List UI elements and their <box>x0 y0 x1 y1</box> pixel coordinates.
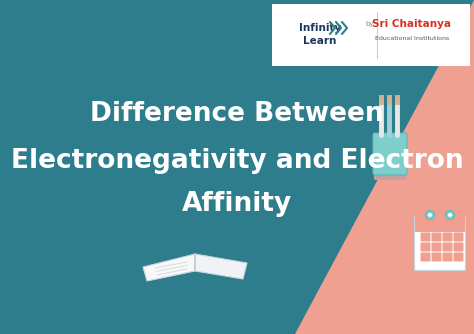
Text: Learn: Learn <box>303 36 337 46</box>
FancyBboxPatch shape <box>373 133 407 175</box>
FancyBboxPatch shape <box>420 242 430 252</box>
FancyBboxPatch shape <box>443 242 453 252</box>
Text: Educational Institutions: Educational Institutions <box>375 36 449 41</box>
FancyBboxPatch shape <box>443 232 453 241</box>
FancyBboxPatch shape <box>431 253 441 262</box>
Circle shape <box>448 213 452 217</box>
FancyBboxPatch shape <box>415 214 465 232</box>
Circle shape <box>428 213 432 217</box>
FancyBboxPatch shape <box>454 242 464 252</box>
Text: Difference Between: Difference Between <box>90 101 384 127</box>
FancyBboxPatch shape <box>420 253 430 262</box>
FancyBboxPatch shape <box>431 232 441 241</box>
Text: Affinity: Affinity <box>182 191 292 217</box>
Text: Infinity: Infinity <box>299 23 341 33</box>
Text: Sri Chaitanya: Sri Chaitanya <box>373 19 452 29</box>
FancyBboxPatch shape <box>414 215 465 271</box>
Polygon shape <box>295 0 474 334</box>
Text: Electronegativity and Electron: Electronegativity and Electron <box>11 148 463 174</box>
Polygon shape <box>143 254 195 281</box>
Polygon shape <box>195 254 247 279</box>
FancyBboxPatch shape <box>454 232 464 241</box>
FancyBboxPatch shape <box>272 4 470 66</box>
FancyBboxPatch shape <box>420 232 430 241</box>
FancyBboxPatch shape <box>374 170 406 180</box>
Circle shape <box>426 210 435 219</box>
Circle shape <box>446 210 455 219</box>
Text: by: by <box>366 21 374 27</box>
FancyBboxPatch shape <box>431 242 441 252</box>
FancyBboxPatch shape <box>443 253 453 262</box>
FancyBboxPatch shape <box>454 253 464 262</box>
